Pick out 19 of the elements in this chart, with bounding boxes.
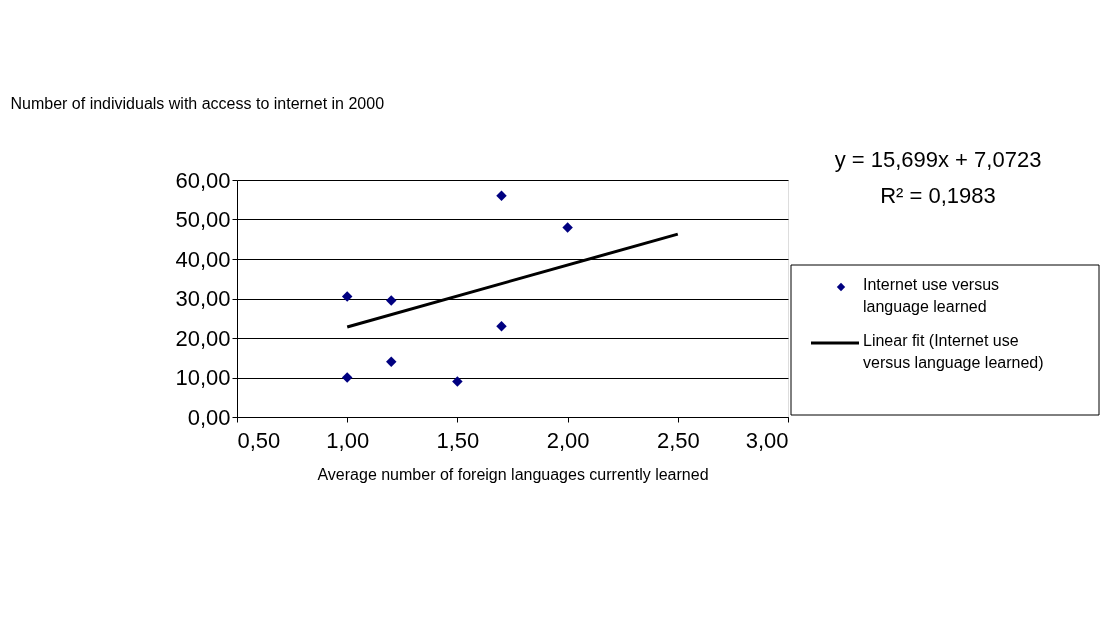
x-tick-label: 3,00 <box>745 427 789 453</box>
x-tick-label: 0,50 <box>237 427 281 453</box>
y-tick-label: 30,00 <box>175 286 231 311</box>
y-tick-label: 60,00 <box>175 167 231 193</box>
x-axis-title: Average number of foreign languages currently learned <box>317 465 709 483</box>
x-tick-label: 2,50 <box>656 427 700 453</box>
y-tick-label: 20,00 <box>175 325 231 351</box>
y-tick-label: 0,00 <box>187 404 231 430</box>
text: R² = 0,1983 <box>880 183 996 208</box>
legend-label: Internet use versus language learned <box>863 276 1000 315</box>
y-tick-label: 50,00 <box>175 207 231 232</box>
y-tick-label: 40,00 <box>175 246 231 272</box>
legend-label: Linear fit (Internet use versus language learned) <box>863 332 1044 371</box>
y-tick-label: 10,00 <box>175 365 231 390</box>
y-axis-title: Number of individuals with access to internet in 2000 <box>10 94 385 112</box>
x-tick-label: 1,00 <box>326 427 370 453</box>
x-tick-label: 2,00 <box>546 427 590 453</box>
x-tick-label: 1,50 <box>436 427 480 453</box>
text: y = 15,699x + 7,0723 <box>834 147 1042 172</box>
